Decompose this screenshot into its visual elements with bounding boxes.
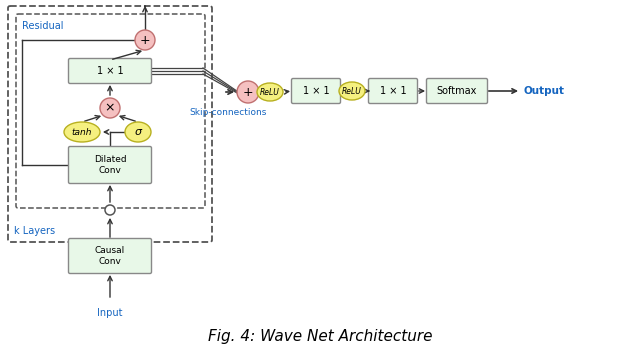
Circle shape [237, 81, 259, 103]
Circle shape [135, 30, 155, 50]
Text: +: + [243, 85, 253, 99]
Text: Causal
Conv: Causal Conv [95, 246, 125, 266]
Text: Softmax: Softmax [437, 86, 477, 96]
Ellipse shape [257, 83, 283, 101]
Text: ×: × [105, 102, 115, 115]
FancyBboxPatch shape [291, 78, 340, 103]
Text: ReLU: ReLU [260, 87, 280, 96]
Ellipse shape [64, 122, 100, 142]
FancyBboxPatch shape [369, 78, 417, 103]
FancyBboxPatch shape [68, 59, 152, 84]
Circle shape [100, 98, 120, 118]
Text: Input: Input [97, 308, 123, 318]
FancyBboxPatch shape [68, 146, 152, 184]
Text: Residual: Residual [22, 21, 63, 31]
Text: tanh: tanh [72, 127, 92, 136]
Text: Output: Output [524, 86, 565, 96]
Text: ReLU: ReLU [342, 86, 362, 95]
Ellipse shape [125, 122, 151, 142]
Text: Skip-connections: Skip-connections [189, 108, 267, 117]
Text: 1 × 1: 1 × 1 [380, 86, 406, 96]
Text: Fig. 4: Wave Net Architecture: Fig. 4: Wave Net Architecture [208, 329, 432, 344]
Text: +: + [140, 34, 150, 46]
FancyBboxPatch shape [426, 78, 488, 103]
Text: Dilated
Conv: Dilated Conv [93, 155, 126, 175]
Text: 1 × 1: 1 × 1 [303, 86, 330, 96]
Ellipse shape [339, 82, 365, 100]
Circle shape [105, 205, 115, 215]
Text: k Layers: k Layers [14, 226, 55, 236]
Text: 1 × 1: 1 × 1 [97, 66, 124, 76]
FancyBboxPatch shape [68, 238, 152, 273]
Text: σ: σ [134, 127, 141, 137]
